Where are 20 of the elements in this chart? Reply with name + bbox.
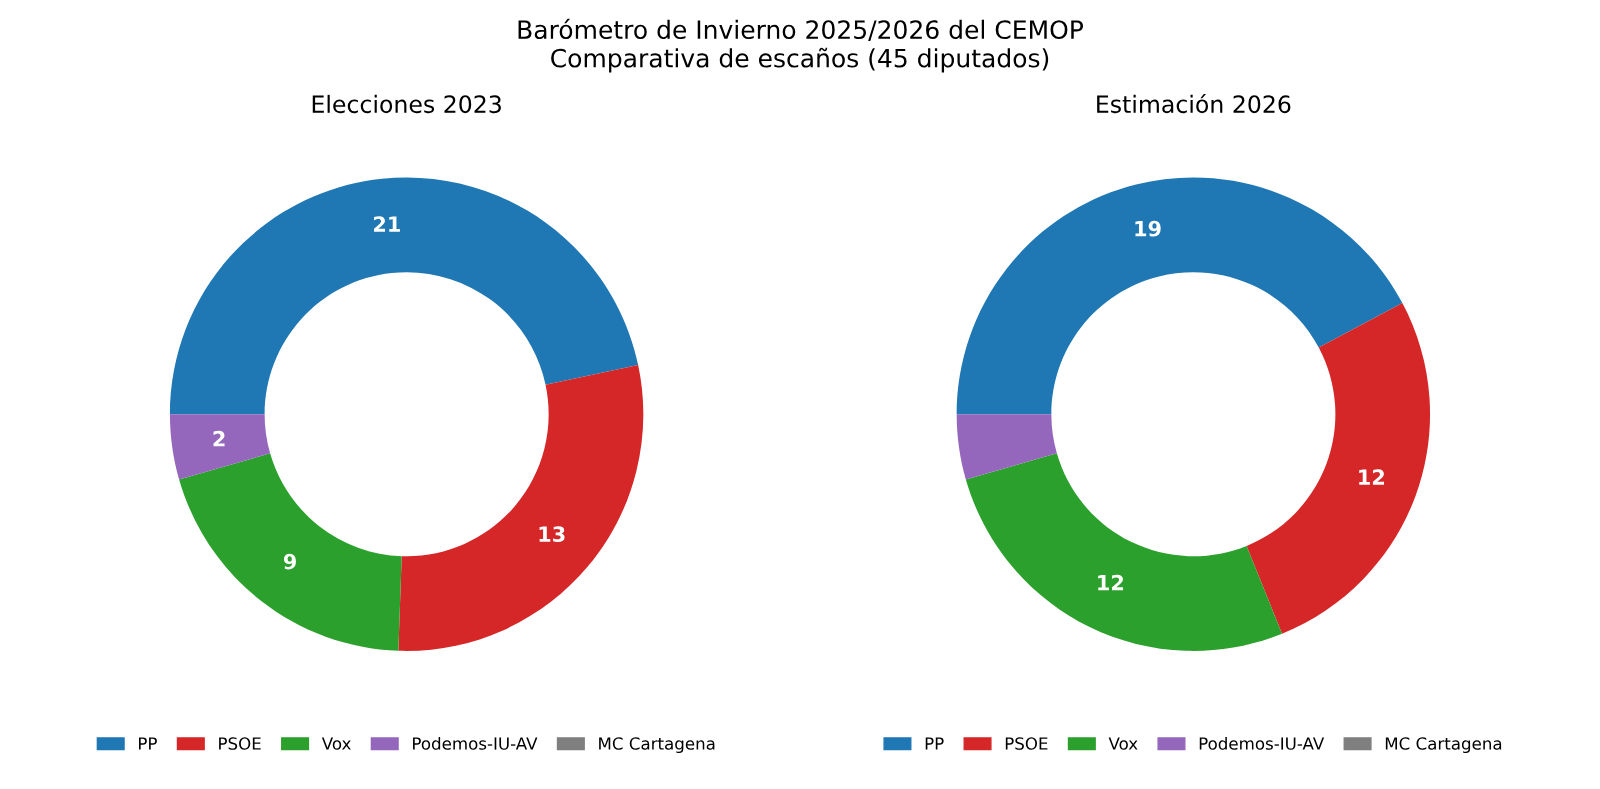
legend-label: PP bbox=[925, 737, 944, 750]
legend-label: Podemos-IU-AV bbox=[413, 736, 538, 750]
legend-label: Vox bbox=[321, 737, 351, 750]
data-label: 9 bbox=[283, 553, 296, 570]
legend-label: PP bbox=[139, 737, 157, 750]
legend-label: MC Cartagena bbox=[599, 737, 715, 754]
data-label: 12 bbox=[1359, 469, 1384, 485]
legend-label: Podemos-IU-AV bbox=[1199, 736, 1325, 750]
legend-label: PSOE bbox=[1005, 737, 1048, 750]
legend-label: Vox bbox=[1108, 737, 1138, 750]
text: Barómetro de Invierno 2025/2026 del CEMOP Comparativa de escaños (45 diputados) bbox=[518, 18, 1084, 73]
data-label: 2 bbox=[213, 430, 225, 447]
legend-label: MC Cartagena bbox=[1385, 737, 1502, 754]
data-label: 19 bbox=[1135, 220, 1161, 237]
chart-title: Estimación 2026 bbox=[1097, 93, 1291, 114]
data-label: 21 bbox=[373, 216, 400, 232]
data-label: 13 bbox=[539, 526, 565, 542]
data-label: 12 bbox=[1098, 574, 1124, 591]
chart-title: Elecciones 2023 bbox=[312, 94, 501, 114]
legend-label: PSOE bbox=[219, 737, 261, 750]
